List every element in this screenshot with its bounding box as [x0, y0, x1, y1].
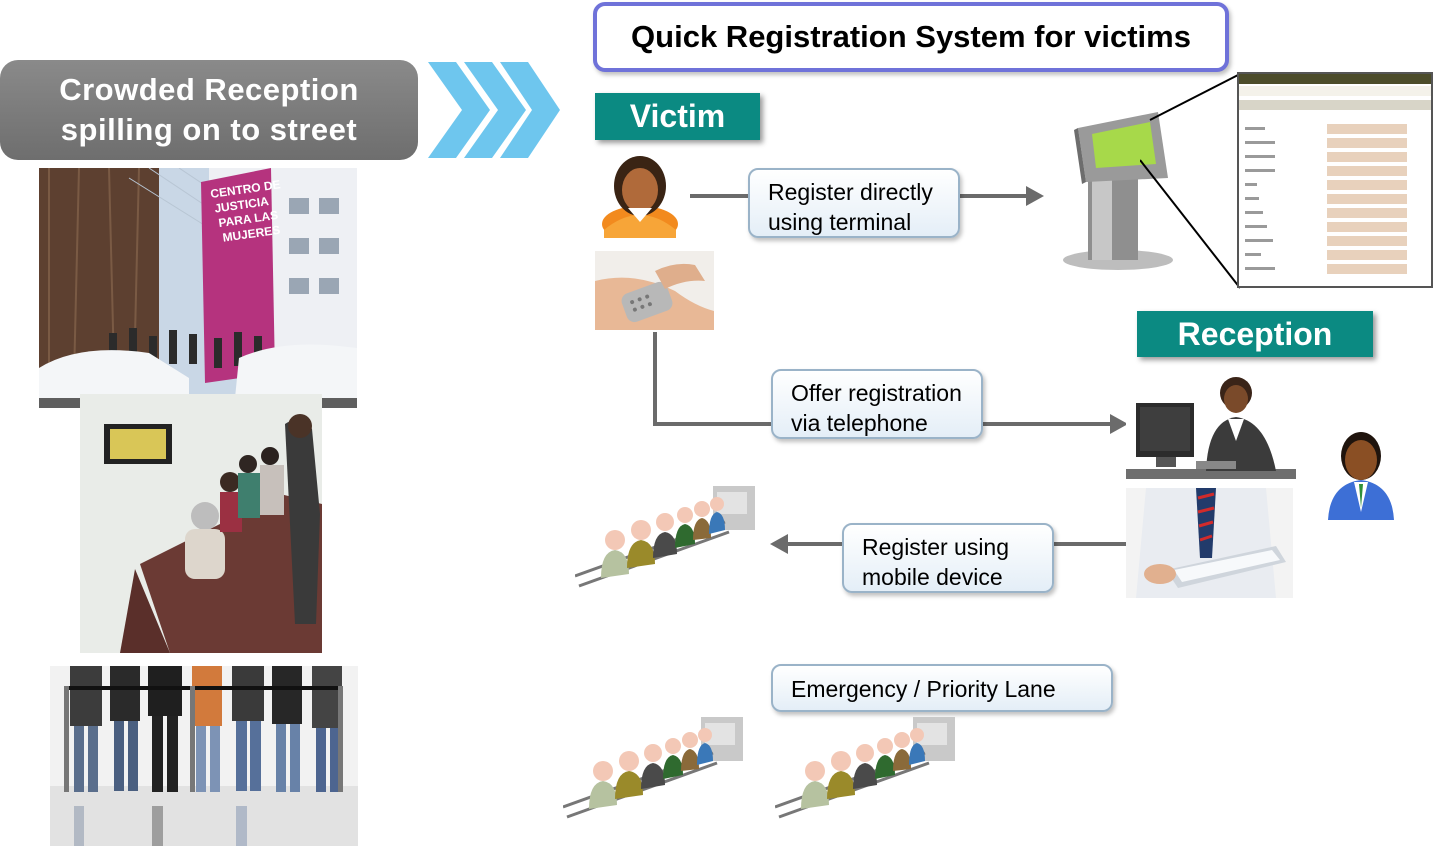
kiosk-terminal-icon — [1063, 112, 1173, 270]
queue-icon-priority — [775, 717, 955, 819]
chevron-arrows-icon — [428, 62, 560, 158]
receptionist-avatar-icon — [1328, 432, 1394, 520]
victim-tag: Victim — [595, 93, 760, 140]
step-register-mobile-label: Register using mobile device — [862, 534, 1010, 590]
registration-form-preview — [1237, 72, 1433, 288]
step-register-terminal: Register directly using terminal — [748, 168, 960, 238]
queue-photo — [50, 666, 358, 846]
crowded-reception-label: Crowded Reception spilling on to street — [59, 72, 359, 147]
queue-icon-mobile — [575, 486, 755, 588]
phone-hand-photo — [595, 251, 714, 330]
building-photo: CENTRO DE JUSTICIA PARA LAS MUJERES — [39, 168, 357, 408]
step-offer-telephone: Offer registration via telephone — [771, 369, 983, 439]
queue-icon-normal — [563, 717, 743, 819]
step-register-mobile: Register using mobile device — [842, 523, 1054, 593]
step-register-terminal-label: Register directly using terminal — [768, 179, 933, 235]
main-title: Quick Registration System for victims — [593, 2, 1229, 72]
waiting-room-photo — [80, 394, 322, 653]
crowded-reception-header: Crowded Reception spilling on to street — [0, 60, 418, 160]
step-offer-telephone-label: Offer registration via telephone — [791, 380, 962, 436]
tablet-user-photo — [1126, 488, 1293, 598]
reception-worker-photo — [1126, 371, 1296, 479]
reception-tag: Reception — [1137, 311, 1373, 357]
step-priority-lane-label: Emergency / Priority Lane — [791, 676, 1056, 702]
victim-avatar-icon — [602, 156, 678, 238]
step-priority-lane: Emergency / Priority Lane — [771, 664, 1113, 712]
zoom-lines — [1140, 73, 1241, 289]
